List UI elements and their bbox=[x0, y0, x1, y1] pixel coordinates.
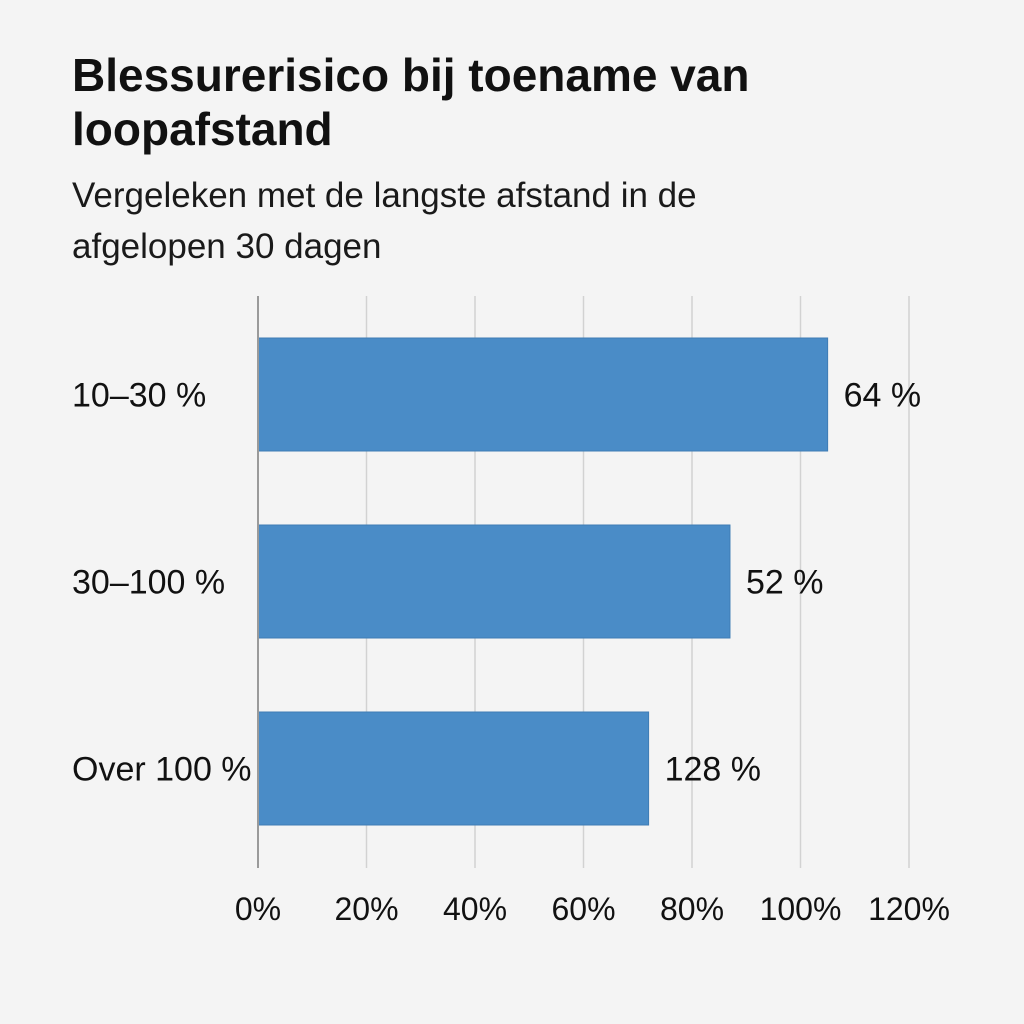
x-tick-label: 60% bbox=[551, 891, 615, 927]
value-label: 128 % bbox=[665, 751, 761, 789]
value-label: 52 % bbox=[746, 564, 824, 602]
category-label: 10–30 % bbox=[72, 377, 206, 415]
category-label: 30–100 % bbox=[72, 564, 225, 602]
bar bbox=[257, 524, 731, 639]
bar bbox=[257, 711, 650, 826]
bar bbox=[257, 337, 829, 452]
x-tick-label: 120% bbox=[868, 891, 950, 927]
value-label: 64 % bbox=[844, 377, 922, 415]
x-tick-label: 40% bbox=[443, 891, 507, 927]
x-tick-label: 0% bbox=[235, 891, 281, 927]
chart-subtitle: Vergeleken met de langste afstand in de … bbox=[72, 176, 697, 266]
x-tick-label: 20% bbox=[334, 891, 398, 927]
x-tick-label: 80% bbox=[660, 891, 724, 927]
x-tick-label: 100% bbox=[760, 891, 842, 927]
category-label: Over 100 % bbox=[72, 751, 252, 789]
chart-title: Blessurerisico bij toename van loopafsta… bbox=[72, 49, 750, 155]
